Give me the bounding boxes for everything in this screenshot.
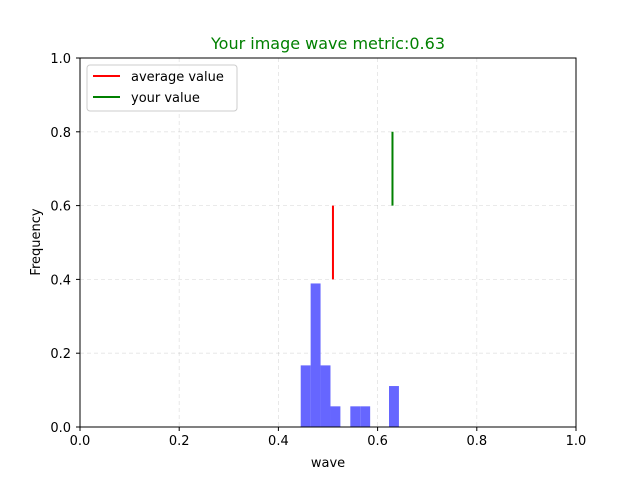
value-lines — [331, 131, 394, 280]
y-tick-label-4: 0.8 — [50, 126, 71, 141]
chart-title: Your image wave metric:0.63 — [210, 34, 445, 53]
plot-area-frame — [79, 57, 577, 428]
legend-box — [86, 64, 238, 112]
y-tick-label-0: 0.0 — [50, 421, 71, 436]
legend: average value your value — [86, 64, 238, 112]
x-tick-label-0: 0.0 — [70, 434, 91, 449]
x-tick-label-4: 0.8 — [466, 434, 487, 449]
x-axis-label: wave — [311, 456, 345, 471]
x-tick-label-3: 0.6 — [367, 434, 388, 449]
grid-lines — [80, 58, 576, 427]
histogram-bar-2 — [320, 365, 331, 427]
histogram-bars — [300, 283, 399, 427]
legend-label-your-value: your value — [131, 91, 200, 106]
y-axis-label: Frequency — [29, 208, 44, 275]
histogram-bar-1 — [310, 283, 321, 427]
histogram-bar-4 — [350, 406, 361, 427]
y-tick-label-3: 0.6 — [50, 200, 71, 215]
x-axis-ticks: 0.0 0.2 0.4 0.6 0.8 1.0 — [70, 427, 587, 449]
x-tick-label-1: 0.2 — [169, 434, 190, 449]
y-tick-label-1: 0.2 — [50, 347, 71, 362]
histogram-bar-5 — [360, 406, 371, 427]
y-axis-ticks: 0.0 0.2 0.4 0.6 0.8 1.0 — [50, 52, 80, 436]
histogram-bar-3 — [330, 406, 341, 427]
y-tick-label-2: 0.4 — [50, 273, 71, 288]
histogram-bar-6 — [389, 386, 399, 427]
histogram-bar-0 — [300, 365, 311, 427]
legend-label-average-value: average value — [131, 70, 224, 85]
y-tick-label-5: 1.0 — [50, 52, 71, 67]
x-tick-label-5: 1.0 — [566, 434, 587, 449]
x-tick-label-2: 0.4 — [268, 434, 289, 449]
